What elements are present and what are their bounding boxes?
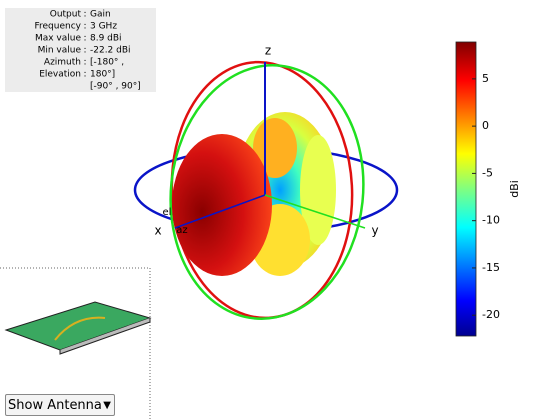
colorbar-tick-label: -20	[482, 308, 500, 321]
axis-label: z	[265, 44, 271, 58]
antenna-icon	[54, 316, 106, 341]
axis-label: az	[176, 225, 187, 236]
colorbar-tick-label: 0	[482, 119, 489, 132]
info-value: 3 GHz	[90, 22, 117, 32]
info-colon: :	[83, 46, 86, 56]
colorbar-tick-label: -15	[482, 261, 500, 274]
antenna-frame	[0, 267, 151, 420]
info-value: 180°]	[90, 70, 115, 80]
info-value: [-180° ,	[90, 58, 124, 68]
colorbar-tick-label: -10	[482, 214, 500, 227]
axis-label: x	[154, 224, 161, 238]
info-key: Elevation	[39, 70, 81, 80]
axis-label: el	[163, 207, 172, 218]
info-key: Azimuth	[44, 58, 81, 68]
info-colon: :	[83, 70, 86, 80]
dropdown-arrow: ▼	[103, 400, 111, 411]
info-colon: :	[83, 34, 86, 44]
info-key: Output	[50, 10, 82, 20]
info-key: Min value	[38, 46, 82, 56]
info-colon: :	[83, 58, 86, 68]
info-colon: :	[83, 22, 86, 32]
elevation-circle	[169, 64, 365, 320]
colorbar-tick-label: 5	[482, 72, 489, 85]
show-antenna-dropdown[interactable]: Show Antenna ▼	[5, 394, 115, 416]
y-axis	[264, 194, 366, 229]
colorbar	[455, 41, 477, 337]
pattern-side-lobe	[300, 135, 336, 245]
info-value: 8.9 dBi	[90, 34, 122, 44]
info-panel	[5, 8, 156, 92]
x-axis	[174, 194, 266, 229]
info-key: Max value	[35, 34, 82, 44]
info-key: Frequency	[35, 22, 82, 32]
colorbar-label: dBi	[508, 180, 521, 198]
axis-label: y	[371, 224, 378, 238]
info-value: Gain	[90, 10, 111, 20]
info-colon: :	[83, 10, 86, 20]
colorbar-tick-label: -5	[482, 166, 493, 179]
dropdown-label: Show Antenna	[8, 398, 102, 413]
info-value: -22.2 dBi	[90, 46, 131, 56]
info-value: [-90° , 90°]	[90, 82, 141, 92]
pattern-main-lobe	[172, 134, 272, 276]
antenna-icon	[59, 318, 151, 355]
